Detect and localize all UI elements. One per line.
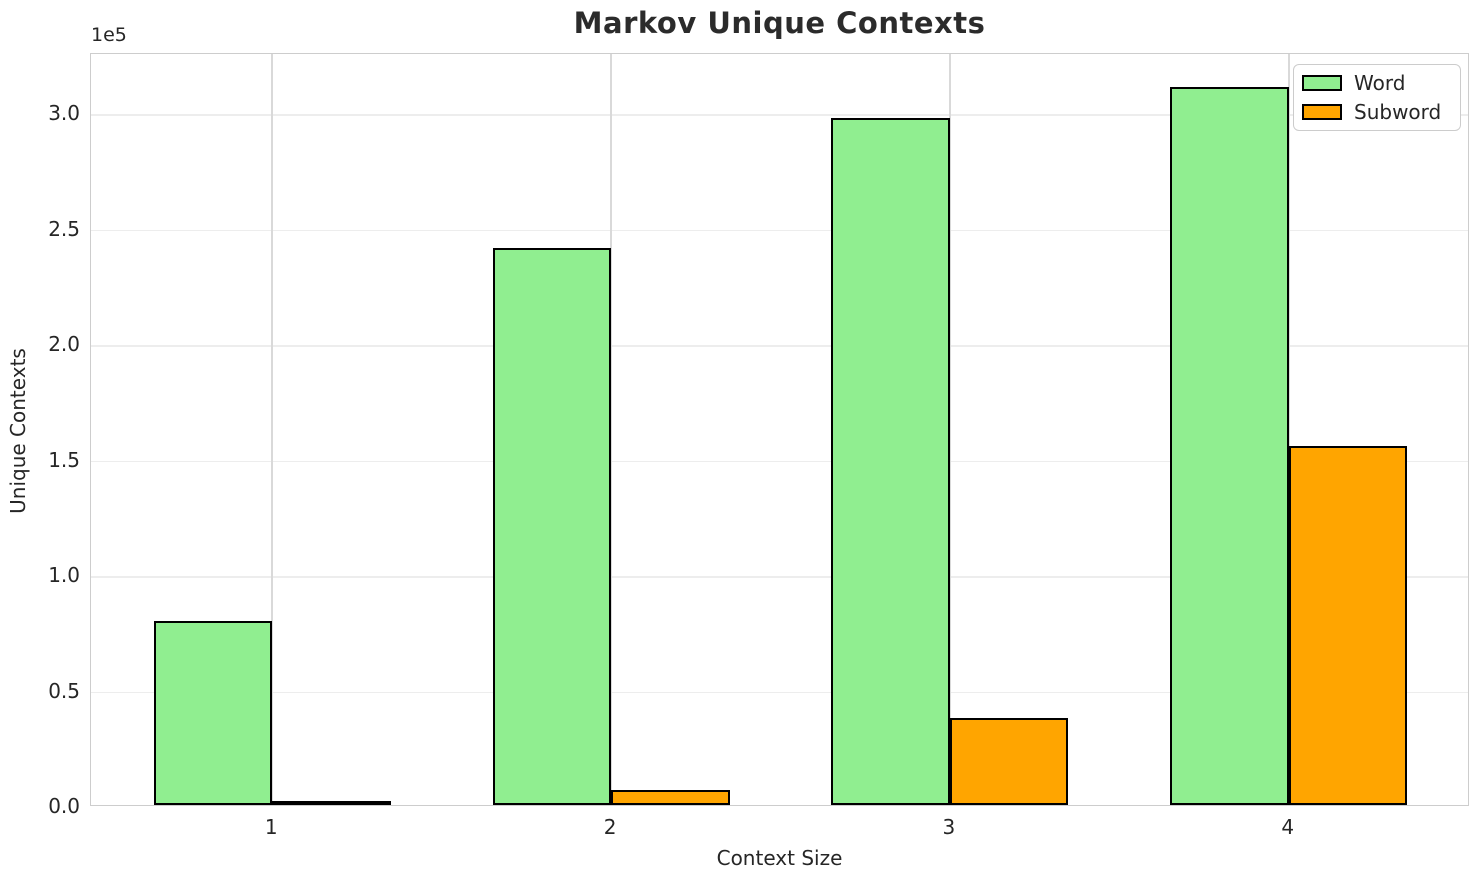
bar-subword-1 xyxy=(272,801,391,805)
subword-series-swatch xyxy=(1302,104,1342,120)
vertical-gridline xyxy=(271,54,274,805)
bar-subword-2 xyxy=(611,790,730,805)
y-tick-label: 1.0 xyxy=(48,563,80,588)
bar-word-2 xyxy=(492,248,612,805)
x-axis-label: Context Size xyxy=(716,846,843,870)
bar-word-4 xyxy=(1170,86,1289,805)
y-tick-label: 0.0 xyxy=(48,794,80,818)
vertical-gridline xyxy=(949,54,951,805)
horizontal-gridline xyxy=(91,345,1468,347)
y-tick-label: 2.5 xyxy=(48,216,80,241)
vertical-gridline xyxy=(610,54,612,805)
bar-word-3 xyxy=(831,117,950,805)
x-tick-label: 3 xyxy=(942,815,956,839)
legend: Word Subword xyxy=(1293,64,1461,131)
x-tick-label: 1 xyxy=(264,815,278,839)
word-series-swatch xyxy=(1302,75,1342,91)
y-tick-label: 3.0 xyxy=(48,101,80,126)
horizontal-gridline xyxy=(91,576,1468,578)
horizontal-gridline xyxy=(91,229,1468,232)
bar-word-1 xyxy=(153,621,273,805)
legend-item-word: Word xyxy=(1302,72,1450,94)
legend-label-word: Word xyxy=(1354,71,1406,95)
horizontal-gridline xyxy=(91,460,1468,463)
vertical-gridline xyxy=(1287,54,1290,805)
legend-item-subword: Subword xyxy=(1302,101,1450,123)
chart-title: Markov Unique Contexts xyxy=(573,6,986,40)
plot-area xyxy=(90,53,1469,806)
bar-subword-4 xyxy=(1288,445,1408,805)
horizontal-gridline xyxy=(91,114,1468,116)
horizontal-gridline xyxy=(91,691,1468,693)
y-tick-label: 1.5 xyxy=(48,447,80,472)
y-axis-offset-label: 1e5 xyxy=(91,24,127,46)
bar-subword-3 xyxy=(949,718,1069,805)
y-axis-label: Unique Contexts xyxy=(6,348,30,514)
y-tick-label: 2.0 xyxy=(48,332,80,357)
x-tick-label: 2 xyxy=(603,815,617,839)
x-tick-label: 4 xyxy=(1281,815,1295,839)
y-tick-label: 0.5 xyxy=(48,678,80,703)
legend-label-subword: Subword xyxy=(1354,100,1442,124)
